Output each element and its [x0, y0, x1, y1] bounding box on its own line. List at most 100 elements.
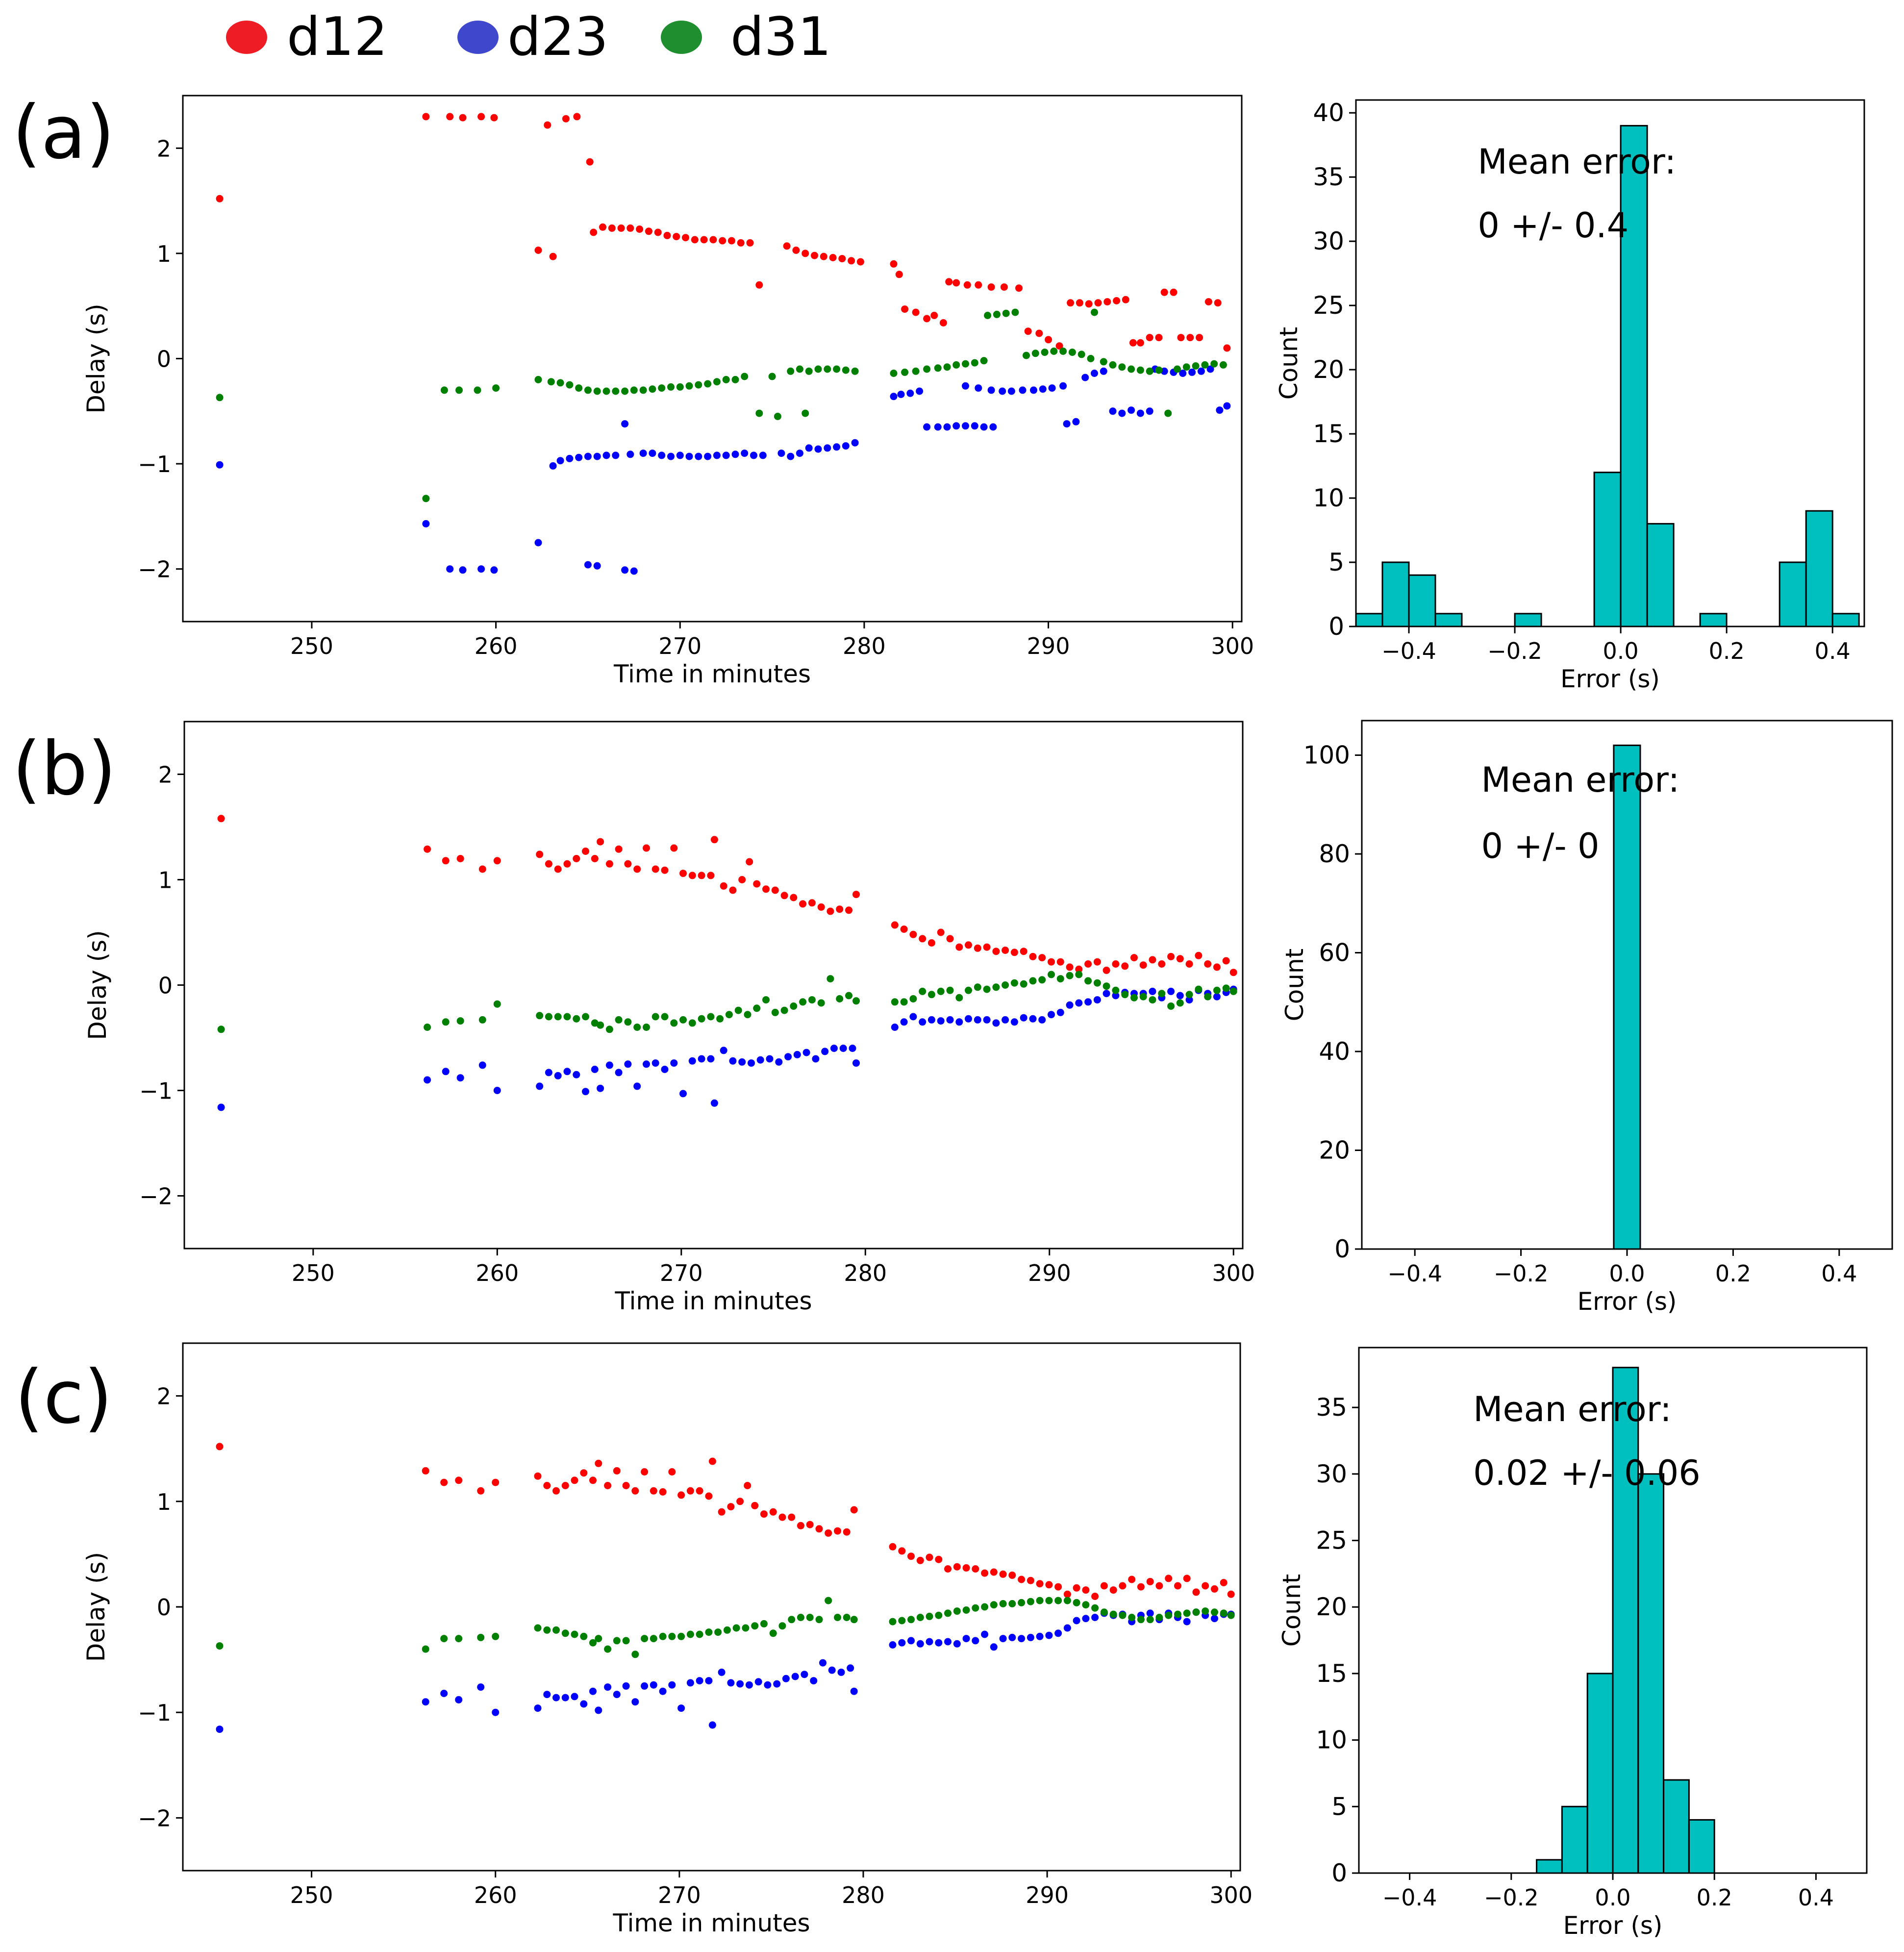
y-tick-label: 10	[1313, 484, 1344, 512]
data-point-d23	[1073, 1617, 1080, 1625]
plot-frame	[1355, 99, 1865, 627]
data-point-d31	[668, 1632, 676, 1640]
data-point-d31	[1056, 975, 1064, 983]
data-point-d12	[802, 250, 809, 257]
data-point-d12	[737, 239, 745, 247]
data-point-d23	[713, 451, 721, 459]
data-point-d12	[898, 1547, 906, 1555]
data-point-d31	[1183, 1609, 1191, 1617]
y-tick-label: 2	[157, 135, 171, 162]
x-tick-label: 0.0	[1595, 1884, 1630, 1911]
data-point-d31	[722, 375, 730, 383]
data-point-d12	[945, 278, 953, 286]
data-point-d12	[1128, 1576, 1136, 1583]
data-point-d31	[602, 387, 610, 395]
data-point-d31	[1227, 1611, 1235, 1619]
data-point-d31	[974, 983, 981, 991]
data-point-d12	[1094, 299, 1102, 307]
histogram-bar	[1831, 613, 1860, 627]
data-point-d23	[1109, 407, 1117, 415]
data-point-d31	[725, 1011, 733, 1019]
y-tick-label: 0	[1331, 1859, 1347, 1887]
data-point-d31	[639, 386, 647, 394]
data-point-d31	[912, 367, 920, 375]
data-point-d23	[1029, 1015, 1037, 1023]
data-point-d23	[446, 565, 454, 573]
data-point-d23	[891, 1024, 899, 1031]
data-point-d12	[679, 870, 687, 877]
data-point-d12	[591, 855, 599, 862]
data-point-d12	[889, 1543, 897, 1551]
data-point-d12	[534, 247, 542, 254]
data-point-d31	[1023, 351, 1030, 359]
data-point-d31	[580, 1632, 588, 1640]
data-point-d23	[824, 444, 831, 452]
y-tick-label: 0	[157, 346, 171, 373]
data-point-d23	[791, 1673, 799, 1680]
data-point-d12	[654, 228, 662, 236]
data-point-d31	[890, 370, 898, 377]
data-point-d12	[1054, 1583, 1062, 1591]
data-point-d31	[643, 1024, 650, 1031]
data-point-d31	[695, 381, 702, 389]
y-tick-label: 30	[1316, 1460, 1347, 1488]
data-point-d31	[1130, 994, 1138, 1001]
data-point-d31	[667, 383, 675, 391]
data-point-d12	[613, 1467, 621, 1475]
data-point-d31	[422, 1645, 429, 1653]
x-tick-label: 270	[658, 633, 701, 659]
data-point-d12	[682, 234, 689, 242]
data-point-d31	[713, 378, 721, 386]
data-point-d23	[1179, 370, 1187, 377]
data-point-d23	[801, 1671, 808, 1678]
data-point-d31	[1093, 979, 1101, 987]
data-point-d31	[1038, 976, 1046, 984]
data-point-d12	[829, 254, 837, 261]
data-point-d12	[216, 195, 224, 202]
data-point-d31	[962, 360, 969, 368]
data-point-d12	[1213, 963, 1221, 971]
data-point-d23	[1030, 386, 1037, 394]
data-point-d12	[1091, 1593, 1099, 1600]
data-point-d12	[1196, 334, 1203, 342]
data-point-d23	[580, 1700, 588, 1708]
data-point-d23	[442, 1068, 450, 1076]
annotation-value: 0.02 +/- 0.06	[1473, 1453, 1701, 1493]
data-point-d12	[545, 860, 552, 868]
data-point-d31	[704, 380, 712, 388]
y-tick-label: 20	[1319, 1136, 1350, 1165]
data-point-d23	[686, 1679, 694, 1687]
data-point-d31	[545, 1013, 552, 1021]
data-point-d31	[768, 373, 776, 380]
data-point-d23	[536, 1082, 544, 1090]
data-point-d12	[895, 271, 903, 278]
data-point-d23	[852, 1059, 860, 1067]
plot-frame	[183, 721, 1244, 1250]
data-point-d23	[593, 452, 601, 460]
data-point-d12	[1038, 954, 1046, 962]
data-point-d31	[845, 992, 852, 1000]
data-point-d23	[1091, 1614, 1099, 1621]
data-point-d31	[1054, 1597, 1062, 1604]
data-point-d12	[562, 115, 570, 123]
data-point-d23	[621, 566, 629, 574]
data-point-d31	[624, 1018, 632, 1026]
data-point-d23	[814, 445, 822, 453]
data-point-d12	[216, 1443, 224, 1451]
x-axis-label: Error (s)	[1578, 1287, 1677, 1316]
legend: d12 d23 d31	[226, 6, 831, 68]
data-point-d23	[1039, 385, 1047, 393]
data-point-d12	[1146, 1577, 1154, 1585]
data-point-d31	[534, 375, 542, 383]
data-point-d23	[971, 422, 978, 430]
data-point-d31	[825, 1597, 832, 1604]
data-point-d23	[478, 1061, 486, 1069]
data-point-d31	[676, 383, 684, 391]
data-point-d23	[1136, 409, 1144, 417]
data-point-d31	[796, 365, 803, 373]
data-point-d12	[755, 281, 763, 289]
data-point-d23	[729, 1057, 737, 1065]
data-point-d12	[729, 886, 737, 894]
data-point-d31	[1185, 991, 1193, 999]
data-point-d12	[836, 905, 844, 913]
